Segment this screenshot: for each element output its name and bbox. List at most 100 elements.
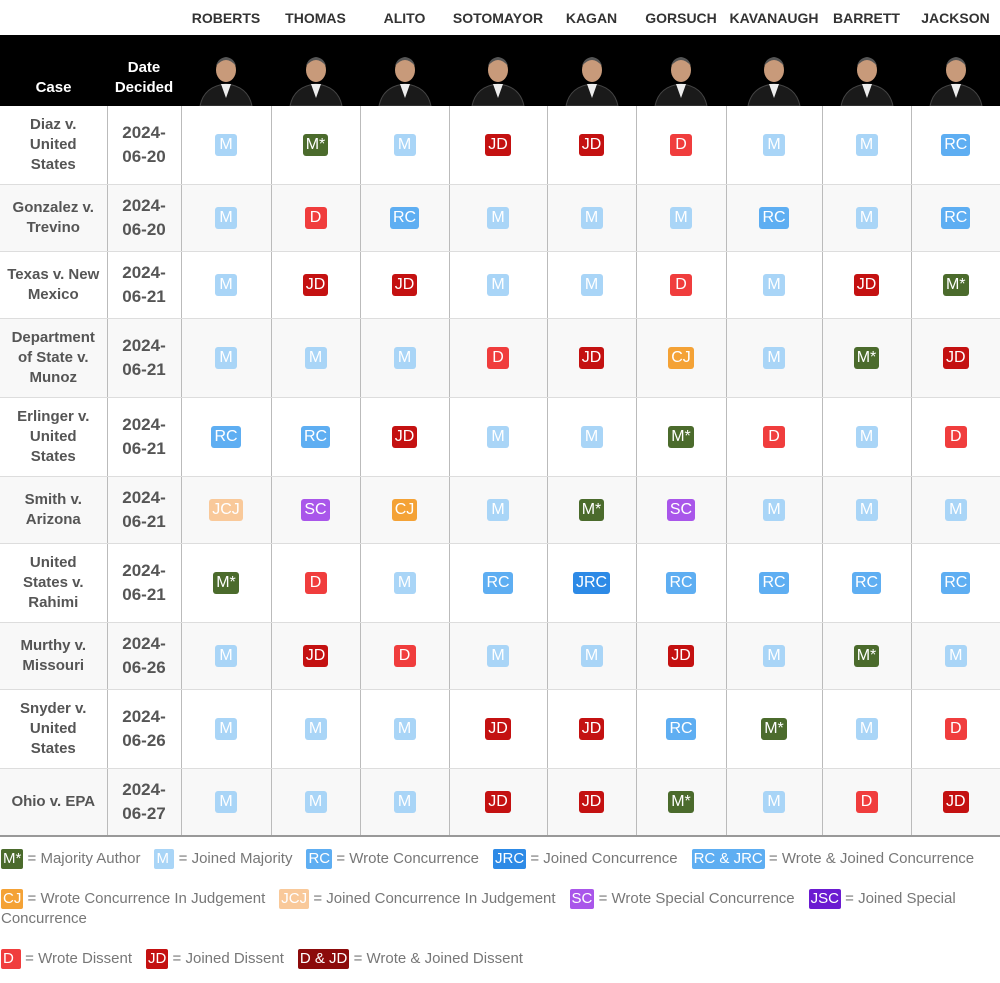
vote-badge: JD	[485, 134, 511, 156]
vote-badge: JD	[668, 645, 694, 667]
vote-cell: D	[910, 689, 1000, 769]
vote-cell: M	[821, 689, 911, 769]
case-header: Case	[0, 35, 107, 106]
legend-label: = Joined Concurrence In Judgement	[313, 890, 556, 907]
vote-badge: M	[855, 718, 878, 740]
vote-cell: RC	[180, 397, 271, 477]
vote-badge: M	[393, 347, 416, 369]
vote-cell: RC	[635, 689, 726, 769]
vote-badge: CJ	[668, 347, 694, 369]
vote-cell: D	[359, 622, 449, 690]
vote-cell: M*	[270, 106, 360, 185]
vote-badge: JCJ	[209, 499, 243, 521]
vote-cell: M	[821, 397, 911, 477]
vote-badge: M	[393, 134, 416, 156]
legend-item: D = Wrote Dissent	[1, 949, 132, 969]
vote-cell: M	[359, 689, 449, 769]
vote-badge: M	[944, 499, 967, 521]
vote-cell: D	[725, 397, 822, 477]
photo	[199, 57, 253, 106]
case-row: Erlinger v. United States 2024-06-21 RC RC J…	[0, 397, 1000, 477]
vote-cell: RC	[821, 543, 911, 623]
legend-code: JRC	[493, 849, 527, 869]
vote-cell: M	[180, 318, 271, 398]
vote-badge: M*	[213, 572, 239, 594]
vote-cell: SC	[635, 476, 726, 544]
legend-item: JD = Joined Dissent	[146, 949, 284, 969]
legend-label: = Wrote Concurrence	[336, 850, 480, 867]
vote-badge: M	[393, 718, 416, 740]
legend-code: CJ	[1, 889, 24, 909]
vote-badge: JD	[578, 718, 605, 740]
case-date: 2024-06-20	[106, 184, 181, 252]
vote-cell: M	[359, 543, 449, 623]
vote-cell: JD	[546, 106, 636, 185]
vote-badge: M	[855, 426, 878, 448]
legend-item: M* = Majority Author	[1, 849, 140, 869]
vote-cell: D	[821, 768, 911, 837]
justice-photo	[547, 35, 636, 106]
header-row: Case Date Decided	[0, 35, 1000, 106]
legend-code: M*	[1, 849, 24, 869]
legend-label: = Joined Majority	[178, 850, 293, 867]
vote-cell: M	[448, 476, 547, 544]
justice-photo	[360, 35, 449, 106]
legend-label: = Wrote & Joined Dissent	[353, 950, 523, 967]
vote-cell: M*	[635, 397, 726, 477]
vote-cell: JD	[910, 318, 1000, 398]
legend-item: SC = Wrote Special Concurrence	[569, 889, 795, 909]
vote-badge: M*	[668, 426, 694, 448]
vote-cell: M	[180, 622, 271, 690]
vote-badge: RC	[389, 207, 420, 229]
vote-badge: D	[487, 347, 509, 369]
vote-badge: M*	[761, 718, 787, 740]
vote-cell: M	[180, 689, 271, 769]
case-date: 2024-06-27	[106, 768, 181, 837]
vote-cell: RC	[359, 184, 449, 252]
vote-cell: M	[448, 397, 547, 477]
vote-cell: M	[270, 768, 360, 837]
vote-cell: D	[635, 106, 726, 185]
legend-code: M	[154, 849, 175, 869]
case-date: 2024-06-21	[106, 476, 181, 544]
vote-cell: RC	[910, 184, 1000, 252]
vote-badge: M*	[942, 274, 969, 296]
vote-badge: M	[580, 274, 603, 296]
vote-cell: M	[725, 768, 822, 837]
vote-badge: RC	[759, 207, 789, 229]
vote-cell: CJ	[635, 318, 726, 398]
photo	[747, 57, 801, 106]
legend-line: D = Wrote Dissent JD = Joined Dissent D & …	[1, 949, 1000, 969]
vote-badge: M	[580, 207, 603, 229]
vote-cell: M	[635, 184, 726, 252]
vote-badge: M	[855, 207, 878, 229]
photo	[654, 57, 708, 106]
vote-badge: RC	[300, 426, 331, 448]
justice-name: THOMAS	[285, 9, 346, 26]
case-date: 2024-06-21	[106, 318, 181, 398]
vote-cell: M	[546, 184, 636, 252]
vote-cell: M	[546, 397, 636, 477]
case-name: Department of State v. Munoz	[0, 318, 107, 398]
vote-badge: M	[487, 426, 509, 448]
vote-cell: RC	[270, 397, 360, 477]
vote-badge: M	[215, 207, 237, 229]
vote-badge: M	[487, 645, 509, 667]
vote-badge: M	[215, 645, 237, 667]
legend-label: = Wrote Special Concurrence	[598, 890, 795, 907]
vote-cell: JD	[448, 106, 547, 185]
vote-cell: D	[270, 184, 360, 252]
vote-badge: JD	[942, 347, 969, 369]
legend-code: RC	[306, 849, 333, 869]
date-header: Date Decided	[107, 35, 181, 106]
vote-cell: M	[546, 622, 636, 690]
case-name: Murthy v. Missouri	[0, 622, 107, 690]
justice-name: KAVANAUGH	[729, 9, 819, 26]
vote-cell: JRC	[546, 543, 636, 623]
vote-cell: JD	[821, 251, 911, 319]
vote-badge: JRC	[572, 572, 611, 594]
names-row: ROBERTS THOMAS ALITO SOTOMAYOR KAGAN GORSUCH K…	[0, 0, 1000, 35]
vote-cell: M	[910, 622, 1000, 690]
vote-badge: CJ	[391, 499, 418, 521]
